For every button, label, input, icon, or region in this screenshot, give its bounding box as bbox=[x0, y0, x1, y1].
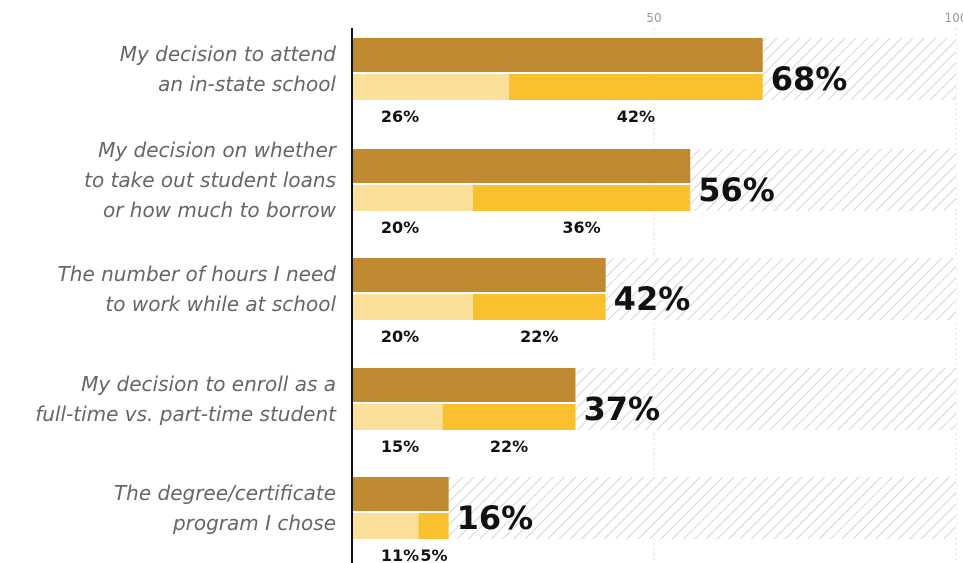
category-label-line: an in-state school bbox=[158, 72, 336, 96]
category-label: My decision on whether to take out studen… bbox=[84, 138, 338, 222]
segment-a-bar bbox=[352, 404, 443, 430]
segment-a-bar bbox=[352, 185, 473, 211]
remainder-hatch bbox=[762, 38, 956, 100]
category-label: My decision to enroll as a full-time vs. … bbox=[35, 372, 337, 426]
category-label-line: to take out student loans bbox=[84, 168, 336, 192]
category-label-line: The degree/certificate bbox=[114, 481, 336, 505]
total-value-label: 68% bbox=[771, 60, 848, 98]
segment-b-bar bbox=[509, 74, 763, 100]
remainder-hatch-layer bbox=[448, 38, 956, 539]
segment-a-bar bbox=[352, 294, 473, 320]
category-label-line: full-time vs. part-time student bbox=[35, 402, 337, 426]
segment-b-bar bbox=[418, 513, 449, 539]
total-bar bbox=[352, 38, 763, 72]
segment-b-label: 36% bbox=[562, 218, 600, 237]
segment-b-label: 42% bbox=[617, 107, 655, 126]
segment-b-bar bbox=[442, 404, 576, 430]
segment-b-label: 22% bbox=[520, 327, 558, 346]
remainder-hatch bbox=[448, 477, 956, 539]
total-bar bbox=[352, 149, 691, 183]
category-label-line: My decision to attend bbox=[120, 42, 337, 66]
bars-layer bbox=[352, 38, 763, 539]
total-bar bbox=[352, 477, 449, 511]
segment-a-label: 20% bbox=[381, 327, 419, 346]
segment-a-bar bbox=[352, 513, 419, 539]
category-label: My decision to attend an in-state school bbox=[120, 42, 337, 96]
total-value-label: 37% bbox=[583, 390, 660, 428]
segment-a-label: 11% bbox=[381, 546, 419, 563]
category-label-line: program I chose bbox=[172, 511, 336, 535]
total-bar bbox=[352, 258, 606, 292]
labels-layer: 50 100 68% 26% 42% My decision to attend an in… bbox=[35, 11, 963, 563]
x-tick-label-50: 50 bbox=[646, 11, 661, 25]
remainder-hatch bbox=[690, 149, 956, 211]
category-label: The number of hours I need to work while … bbox=[58, 262, 337, 316]
segment-b-bar bbox=[472, 185, 691, 211]
remainder-hatch bbox=[575, 368, 956, 430]
category-label-line: My decision to enroll as a bbox=[81, 372, 336, 396]
category-label-line: My decision on whether bbox=[98, 138, 338, 162]
total-value-label: 56% bbox=[698, 171, 775, 209]
category-label-line: or how much to borrow bbox=[103, 198, 337, 222]
segment-a-label: 15% bbox=[381, 437, 419, 456]
category-label-line: to work while at school bbox=[105, 292, 336, 316]
segment-b-bar bbox=[472, 294, 606, 320]
segment-a-bar bbox=[352, 74, 510, 100]
category-label-line: The number of hours I need bbox=[58, 262, 337, 286]
segment-b-label: 5% bbox=[420, 546, 447, 563]
segment-a-label: 20% bbox=[381, 218, 419, 237]
total-value-label: 42% bbox=[614, 280, 691, 318]
segment-b-label: 22% bbox=[490, 437, 528, 456]
remainder-hatch bbox=[605, 258, 956, 320]
category-label: The degree/certificate program I chose bbox=[114, 481, 336, 535]
segment-a-label: 26% bbox=[381, 107, 419, 126]
gridlines bbox=[653, 28, 957, 563]
total-value-label: 16% bbox=[457, 499, 534, 537]
total-bar bbox=[352, 368, 576, 402]
x-tick-label-100: 100 bbox=[945, 11, 963, 25]
